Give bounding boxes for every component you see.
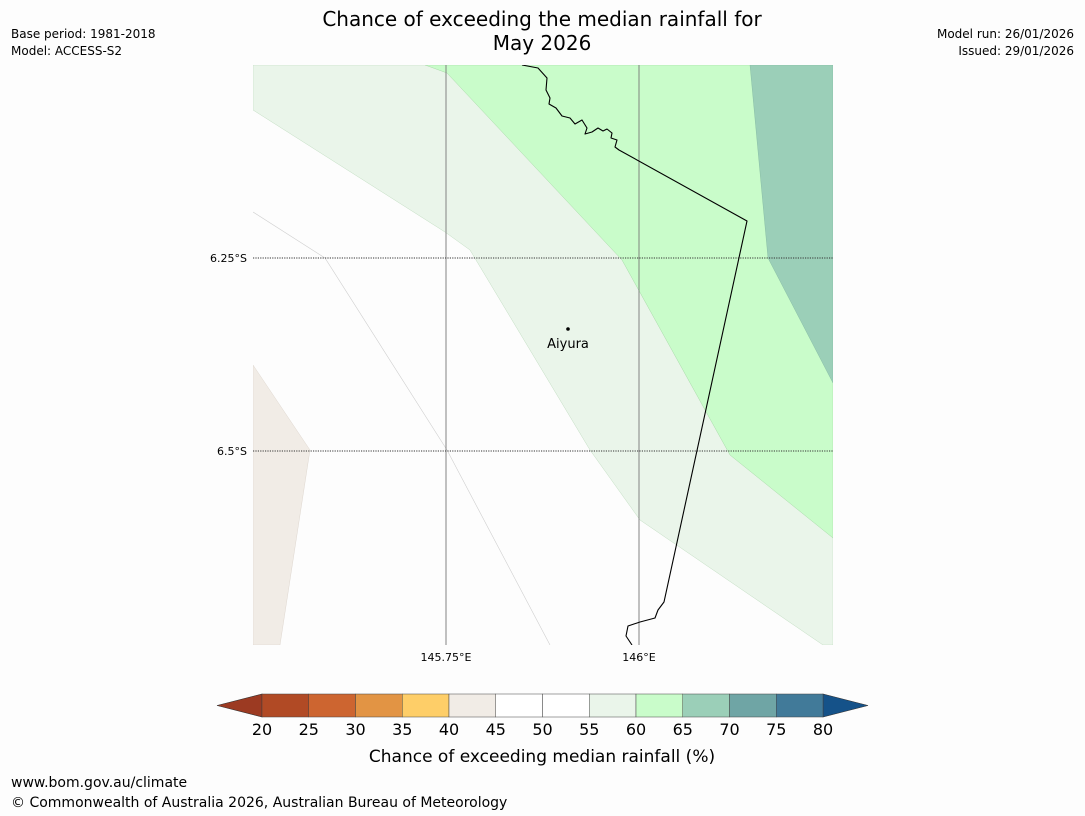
model-text: Model: ACCESS-S2	[11, 44, 123, 58]
colorbar-segment	[542, 693, 590, 718]
title-line-1: Chance of exceeding the median rainfall …	[322, 7, 762, 31]
band-65-70	[749, 65, 833, 384]
issued-text: Issued: 29/01/2026	[958, 44, 1074, 58]
colorbar-tick-label: 30	[345, 720, 365, 739]
colorbar-segment	[308, 693, 356, 718]
colorbar-tick-label: 50	[532, 720, 552, 739]
colorbar-tick-label: 80	[813, 720, 833, 739]
colorbar-tick-label: 35	[392, 720, 412, 739]
colorbar-segment	[448, 693, 496, 718]
colorbar-tick-label: 60	[626, 720, 646, 739]
colorbar-title: Chance of exceeding median rainfall (%)	[369, 747, 715, 767]
colorbar-segments	[261, 693, 824, 718]
lat-label-6-5: 6.5°S	[217, 445, 247, 458]
colorbar-ticks: 20 25 30 35 40 45 50 55 60 65 70 75 80	[252, 720, 833, 739]
aiyura-marker	[566, 327, 570, 331]
lon-label-145-75: 145.75°E	[421, 651, 472, 664]
footer-url[interactable]: www.bom.gov.au/climate	[11, 775, 188, 791]
colorbar-segment	[635, 693, 683, 718]
colorbar-segment	[776, 693, 824, 718]
colorbar-segment	[495, 693, 543, 718]
colorbar-segment	[261, 693, 309, 718]
map-area	[253, 65, 833, 645]
map-title: Chance of exceeding the median rainfall …	[292, 7, 792, 55]
meta-right: Model run: 26/01/2026 Issued: 29/01/2026	[937, 26, 1074, 60]
colorbar: 20 25 30 35 40 45 50 55 60 65 70 75 80	[216, 693, 869, 739]
band-60-65	[424, 65, 833, 539]
footer-copyright: © Commonwealth of Australia 2026, Austra…	[11, 795, 508, 811]
aiyura-label: Aiyura	[547, 337, 589, 352]
band-40-45	[253, 364, 311, 645]
lat-label-6-25: 6.25°S	[210, 252, 247, 265]
colorbar-segment	[355, 693, 403, 718]
colorbar-tick-label: 55	[579, 720, 599, 739]
colorbar-segment	[402, 693, 450, 718]
colorbar-tick-label: 70	[719, 720, 739, 739]
contour-line	[253, 211, 551, 645]
colorbar-segment	[729, 693, 777, 718]
colorbar-segment	[682, 693, 730, 718]
colorbar-tick-label: 45	[486, 720, 506, 739]
colorbar-under-arrow	[216, 693, 263, 718]
colorbar-tick-label: 40	[439, 720, 459, 739]
province-boundary	[521, 65, 748, 645]
base-period-text: Base period: 1981-2018	[11, 27, 156, 41]
colorbar-tick-label: 65	[673, 720, 693, 739]
colorbar-over-arrow	[822, 693, 869, 718]
meta-left: Base period: 1981-2018 Model: ACCESS-S2	[11, 26, 156, 60]
colorbar-tick-label: 75	[766, 720, 786, 739]
colorbar-tick-label: 25	[299, 720, 319, 739]
title-line-2: May 2026	[492, 31, 592, 55]
model-run-text: Model run: 26/01/2026	[936, 27, 1074, 41]
colorbar-segment	[589, 693, 637, 718]
lon-label-146: 146°E	[622, 651, 655, 664]
colorbar-tick-label: 20	[252, 720, 272, 739]
